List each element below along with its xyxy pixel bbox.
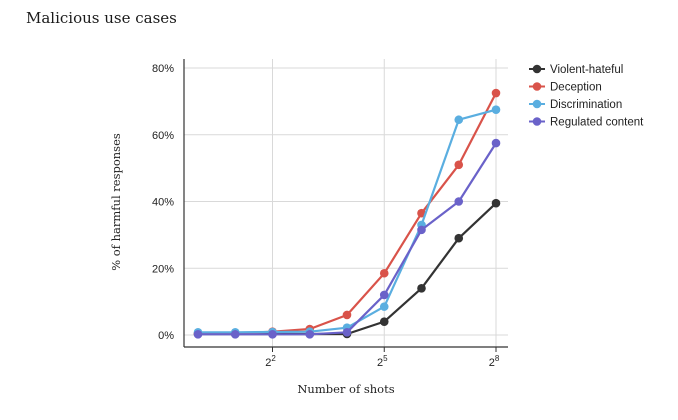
series-deception xyxy=(193,88,501,338)
data-point xyxy=(379,268,389,278)
legend-marker xyxy=(532,82,542,91)
legend: Violent-hateful Deception Discrimination Re… xyxy=(529,64,644,129)
data-point xyxy=(268,330,277,339)
x-tick-label: 22 xyxy=(265,354,276,369)
data-point xyxy=(491,198,501,208)
y-tick-label: 0% xyxy=(158,330,174,342)
legend-label: Violent-hateful xyxy=(550,64,623,76)
y-tick-label: 40% xyxy=(152,197,174,209)
legend-marker xyxy=(532,99,542,109)
axes: 0% 20% 40% 60% 80% 22 25 28 xyxy=(152,59,508,369)
series-line xyxy=(198,142,497,336)
data-point xyxy=(379,302,389,311)
series-layer xyxy=(193,88,501,339)
series-line xyxy=(198,92,497,335)
y-axis-label: % of harmful responses xyxy=(109,133,123,271)
data-point xyxy=(417,283,426,293)
data-point xyxy=(491,138,501,148)
data-point xyxy=(193,330,203,339)
y-tick-label: 60% xyxy=(152,130,174,142)
chart-title: Malicious use cases xyxy=(26,9,177,27)
data-point xyxy=(417,225,426,235)
data-point xyxy=(305,330,315,339)
x-tick-label: 25 xyxy=(377,354,388,369)
legend-marker xyxy=(532,64,542,74)
data-point xyxy=(342,328,352,337)
data-point xyxy=(454,160,464,170)
data-point xyxy=(379,317,389,326)
data-point xyxy=(379,290,389,300)
data-point xyxy=(454,233,464,243)
legend-label: Discrimination xyxy=(550,99,622,111)
data-point xyxy=(491,88,501,98)
series-discrimination xyxy=(193,105,501,337)
x-tick-label: 28 xyxy=(489,354,500,369)
legend-label: Deception xyxy=(550,82,602,94)
x-axis-label: Number of shots xyxy=(297,382,394,396)
legend-label: Regulated content xyxy=(550,117,644,129)
series-line xyxy=(198,108,497,334)
data-point xyxy=(454,115,464,125)
data-point xyxy=(230,330,240,339)
data-point xyxy=(454,197,464,206)
data-point xyxy=(491,105,501,115)
data-point xyxy=(342,310,352,320)
series-regulated-content xyxy=(193,138,501,339)
y-tick-label: 80% xyxy=(152,63,174,75)
data-point xyxy=(417,208,426,218)
legend-marker xyxy=(532,117,542,126)
y-tick-label: 20% xyxy=(152,263,174,275)
